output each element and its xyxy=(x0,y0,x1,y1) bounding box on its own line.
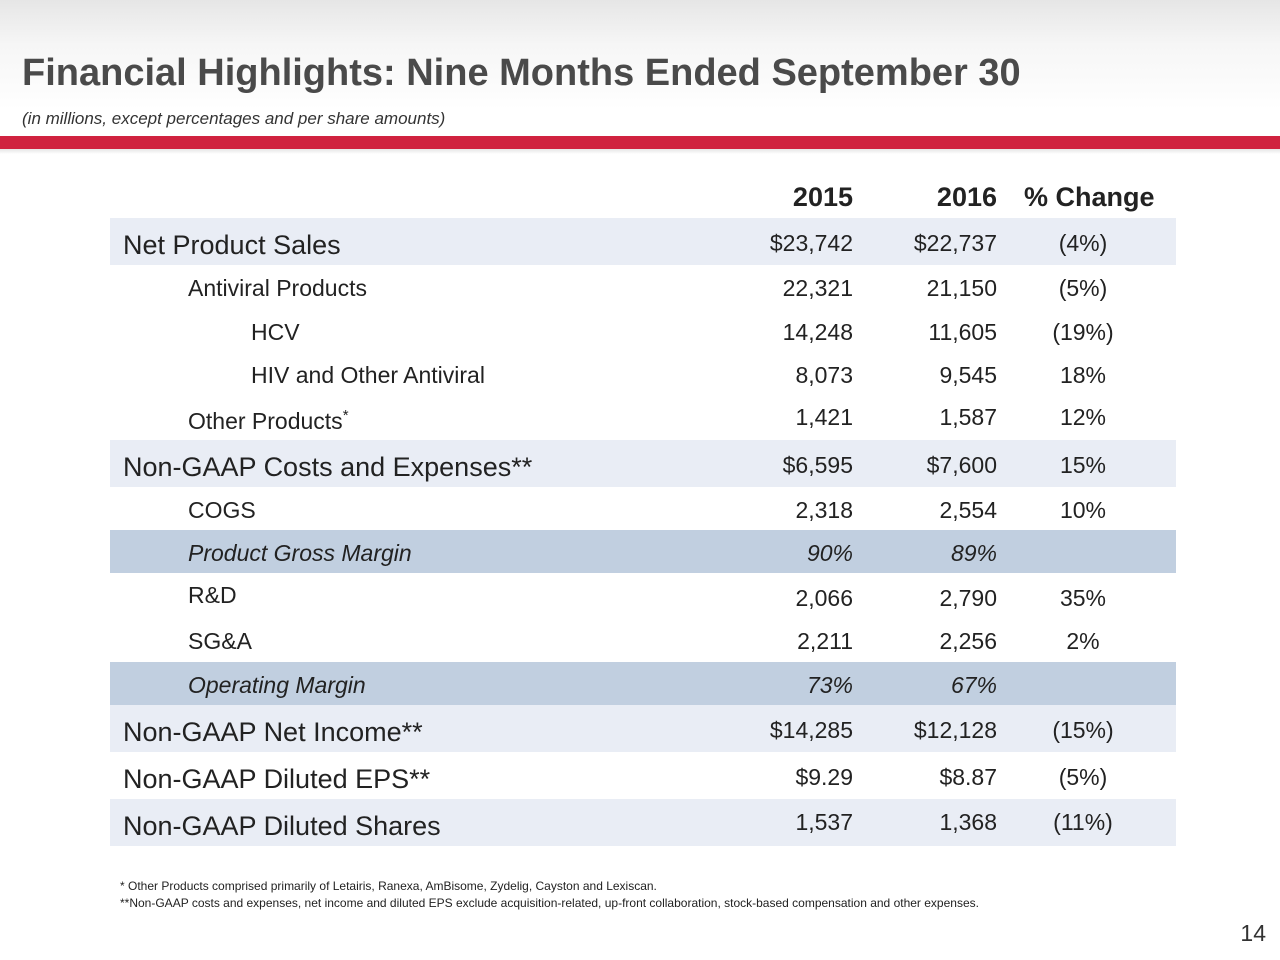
value-change: (15%) xyxy=(1052,717,1114,743)
table-row-hiv-other-antiviral: HIV and Other Antiviral 8,073 9,545 18% xyxy=(110,352,1176,394)
value-change: (11%) xyxy=(1053,809,1113,835)
table-row-sga: SG&A 2,211 2,256 2% xyxy=(110,618,1176,662)
row-label: Other Products* xyxy=(188,408,349,433)
table-row-non-gaap-diluted-eps: Non-GAAP Diluted EPS** $9.29 $8.87 (5%) xyxy=(110,752,1176,799)
value-change: 35% xyxy=(1059,585,1107,611)
footnote-other-products: * Other Products comprised primarily of … xyxy=(120,879,657,893)
page-number: 14 xyxy=(1240,920,1266,946)
row-label: Antiviral Products xyxy=(188,275,367,301)
value-change: (5%) xyxy=(1058,275,1108,301)
row-label-text: Other Products xyxy=(188,408,343,434)
header-background xyxy=(0,0,1280,138)
value-change: 18% xyxy=(1059,362,1107,388)
value-2015: 2,066 xyxy=(795,585,853,611)
row-label: Net Product Sales xyxy=(123,230,341,260)
row-label: SG&A xyxy=(188,628,252,654)
value-2016: $8.87 xyxy=(939,764,997,790)
table-row-antiviral-products: Antiviral Products 22,321 21,150 (5%) xyxy=(110,265,1176,309)
value-2016: $22,737 xyxy=(913,230,997,256)
row-label: HCV xyxy=(251,319,300,345)
value-2015: 2,211 xyxy=(797,628,853,654)
value-2016: 1,587 xyxy=(939,404,997,430)
column-header-2015: 2015 xyxy=(792,182,853,212)
value-2015: 8,073 xyxy=(795,362,853,388)
table-row-net-product-sales: Net Product Sales $23,742 $22,737 (4%) xyxy=(110,218,1176,265)
footnote-marker: * xyxy=(342,407,349,424)
value-2016: 21,150 xyxy=(926,275,997,301)
value-change: 15% xyxy=(1059,452,1107,478)
value-2016: 2,554 xyxy=(939,497,997,523)
value-2016: 2,256 xyxy=(939,628,997,654)
value-2015: 14,248 xyxy=(782,319,853,345)
value-change: (4%) xyxy=(1058,230,1108,256)
value-change: 2% xyxy=(1066,628,1100,654)
financial-table: Net Product Sales $23,742 $22,737 (4%) A… xyxy=(110,218,1176,846)
value-2016: 67% xyxy=(950,672,997,698)
value-2015: $14,285 xyxy=(769,717,853,743)
page-subtitle: (in millions, except percentages and per… xyxy=(22,109,446,128)
table-row-hcv: HCV 14,248 11,605 (19%) xyxy=(110,309,1176,352)
row-label: Non-GAAP Costs and Expenses** xyxy=(123,452,533,482)
table-row-non-gaap-net-income: Non-GAAP Net Income** $14,285 $12,128 (1… xyxy=(110,705,1176,752)
value-2015: 1,537 xyxy=(795,809,853,835)
footnotes: * Other Products comprised primarily of … xyxy=(120,878,979,912)
accent-divider xyxy=(0,136,1280,154)
row-label: Non-GAAP Diluted Shares xyxy=(123,811,441,841)
row-label: Non-GAAP Net Income** xyxy=(123,717,423,747)
value-2016: $12,128 xyxy=(913,717,997,743)
table-header-row: 2015 2016 % Change xyxy=(0,176,1280,218)
row-label: HIV and Other Antiviral xyxy=(251,362,485,388)
table-row-operating-margin: Operating Margin 73% 67% xyxy=(110,662,1176,705)
table-row-other-products: Other Products* 1,421 1,587 12% xyxy=(110,394,1176,440)
value-2016: 11,605 xyxy=(928,319,997,345)
value-2015: $9.29 xyxy=(795,764,853,790)
value-2015: 2,318 xyxy=(795,497,853,523)
value-2016: 9,545 xyxy=(939,362,997,388)
row-label: Non-GAAP Diluted EPS** xyxy=(123,764,431,794)
value-2015: $23,742 xyxy=(769,230,853,256)
value-2015: $6,595 xyxy=(782,452,853,478)
page-title: Financial Highlights: Nine Months Ended … xyxy=(22,52,1021,94)
table-row-rnd: R&D 2,066 2,790 35% xyxy=(110,573,1176,618)
value-2015: 1,421 xyxy=(795,404,853,430)
table-row-cogs: COGS 2,318 2,554 10% xyxy=(110,487,1176,530)
value-2016: 89% xyxy=(950,540,997,566)
row-label: COGS xyxy=(188,497,256,523)
value-change: 10% xyxy=(1059,497,1107,523)
column-header-change: % Change xyxy=(1024,182,1155,212)
table-row-non-gaap-costs: Non-GAAP Costs and Expenses** $6,595 $7,… xyxy=(110,440,1176,487)
row-label: Product Gross Margin xyxy=(188,540,412,566)
value-change: 12% xyxy=(1059,404,1107,430)
table-row-product-gross-margin: Product Gross Margin 90% 89% xyxy=(110,530,1176,573)
value-2015: 90% xyxy=(806,540,853,566)
value-2016: $7,600 xyxy=(926,452,997,478)
column-header-2016: 2016 xyxy=(936,182,997,212)
value-change: (19%) xyxy=(1052,319,1114,345)
row-label: Operating Margin xyxy=(188,672,366,698)
value-2015: 22,321 xyxy=(782,275,853,301)
table-row-non-gaap-diluted-shares: Non-GAAP Diluted Shares 1,537 1,368 (11%… xyxy=(110,799,1176,846)
footnote-non-gaap: **Non-GAAP costs and expenses, net incom… xyxy=(120,896,979,910)
value-2016: 1,368 xyxy=(939,809,997,835)
row-label: R&D xyxy=(188,582,237,608)
value-change: (5%) xyxy=(1058,764,1108,790)
value-2015: 73% xyxy=(806,672,853,698)
value-2016: 2,790 xyxy=(939,585,997,611)
